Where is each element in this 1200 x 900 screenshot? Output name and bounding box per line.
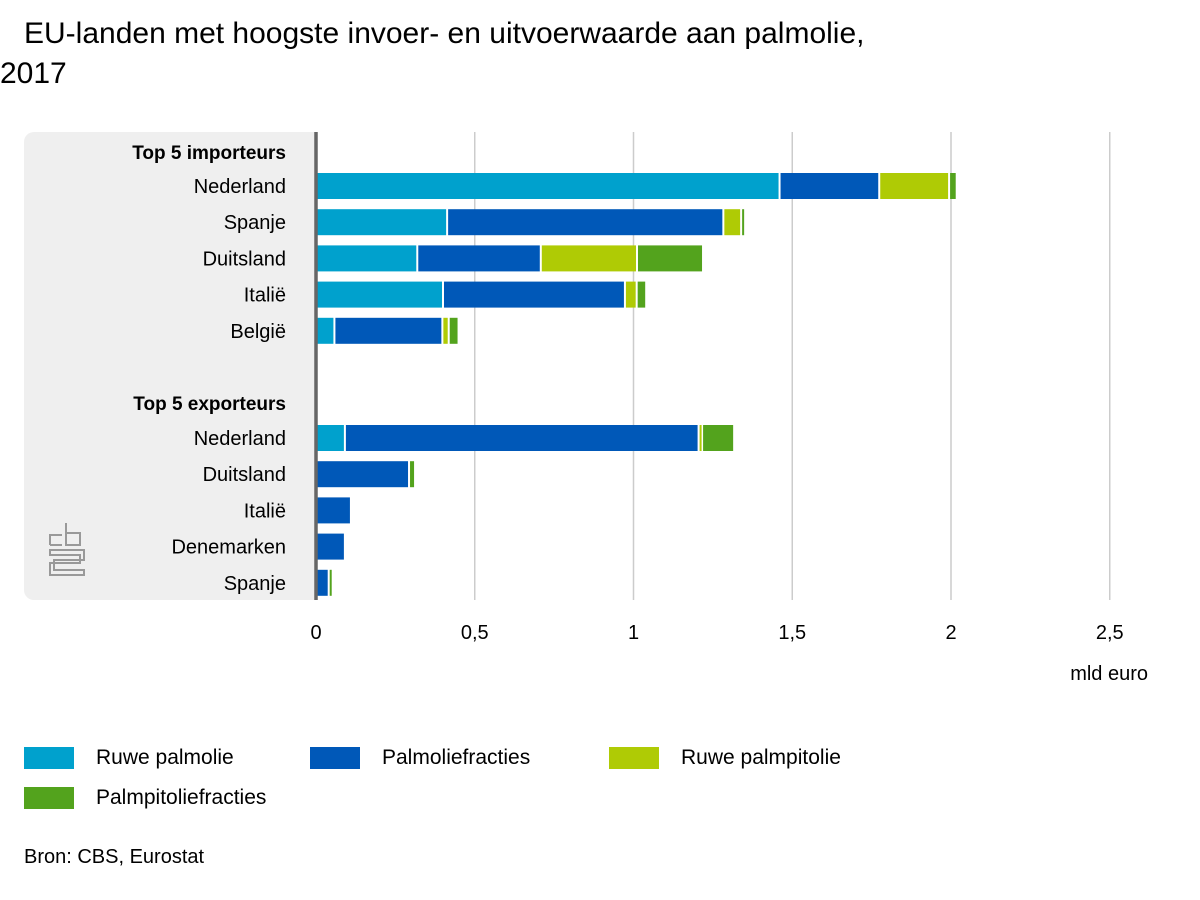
- x-tick-label: 1: [628, 622, 639, 644]
- legend-label: Palmoliefracties: [382, 746, 531, 769]
- bar-segment-palmoliefracties: [335, 317, 442, 344]
- legend-item: Ruwe palmpitolie: [609, 746, 841, 770]
- bar-segment-palmpitoliefracties: [449, 317, 458, 344]
- x-tick-label: 0: [310, 622, 321, 644]
- bar-segment-ruwe-palmolie: [317, 281, 442, 308]
- x-tick-label: 2,5: [1096, 622, 1124, 644]
- legend-swatch: [609, 747, 659, 769]
- legend-label: Ruwe palmolie: [96, 746, 234, 769]
- bar-segment-palmoliefracties: [780, 173, 879, 199]
- label-panel: [24, 132, 324, 600]
- category-label: Denemarken: [171, 537, 286, 559]
- bar-segment-ruwe-palmolie: [317, 317, 334, 344]
- bar-segment-ruwe-palmolie: [317, 173, 779, 199]
- bar-segment-palmoliefracties: [444, 281, 624, 308]
- legend-swatch: [310, 747, 360, 769]
- bar-segment-ruwe-palmpitolie: [541, 245, 636, 272]
- category-label: Italië: [244, 285, 286, 307]
- legend-label: Palmpitoliefracties: [96, 786, 267, 809]
- x-axis-label: mld euro: [1070, 663, 1148, 685]
- bar-segment-palmpitoliefracties: [637, 245, 703, 272]
- chart-title: EU-landen met hoogste invoer- en uitvoer…: [0, 17, 865, 90]
- bar-segment-palmoliefracties: [317, 497, 350, 524]
- cbs-logo-icon: [49, 523, 85, 576]
- bar-segment-ruwe-palmpitolie: [880, 173, 949, 199]
- bar-segment-ruwe-palmpitolie: [625, 281, 636, 308]
- legend-item: Palmoliefracties: [310, 746, 530, 770]
- bar-segment-ruwe-palmpitolie: [724, 209, 741, 236]
- bar-segment-palmpitoliefracties: [637, 281, 646, 308]
- category-label: Spanje: [224, 212, 286, 234]
- bar-segment-palmpitoliefracties: [703, 425, 734, 451]
- bar-segment-palmoliefracties: [345, 425, 698, 451]
- bar-segment-palmpitoliefracties: [410, 461, 415, 488]
- category-label: België: [230, 321, 286, 343]
- bar-segment-ruwe-palmolie: [317, 245, 417, 272]
- legend-swatch: [24, 747, 74, 769]
- plot-area: [316, 132, 1200, 600]
- category-label: Italië: [244, 500, 286, 522]
- bar-segment-palmoliefracties: [317, 569, 328, 596]
- bar-segment-palmpitoliefracties: [742, 209, 745, 236]
- source-note: Bron: CBS, Eurostat: [24, 846, 205, 868]
- bar-segment-palmoliefracties: [317, 533, 344, 560]
- category-label: Spanje: [224, 573, 286, 595]
- group-header: Top 5 importeurs: [132, 143, 286, 164]
- bar-segment-palmoliefracties: [317, 461, 409, 488]
- x-tick-label: 2: [945, 622, 956, 644]
- bar-segment-ruwe-palmolie: [317, 209, 447, 236]
- category-label: Duitsland: [203, 248, 286, 270]
- bar-segment-palmpitoliefracties: [950, 173, 956, 199]
- bar-segment-palmoliefracties: [448, 209, 723, 236]
- legend-swatch: [24, 787, 74, 809]
- x-tick-label: 1,5: [778, 622, 806, 644]
- legend-item: Ruwe palmolie: [24, 746, 234, 770]
- category-label: Nederland: [194, 428, 286, 450]
- bar-segment-ruwe-palmpitolie: [443, 317, 448, 344]
- bar-segment-ruwe-palmpitolie: [699, 425, 702, 451]
- x-tick-label: 0,5: [461, 622, 489, 644]
- bar-segment-palmpitoliefracties: [329, 569, 332, 596]
- category-label: Duitsland: [203, 464, 286, 486]
- group-header: Top 5 exporteurs: [133, 394, 286, 415]
- bar-segment-ruwe-palmolie: [317, 425, 344, 451]
- bar-segment-palmoliefracties: [418, 245, 540, 272]
- legend-item: Palmpitoliefracties: [24, 786, 266, 810]
- category-label: Nederland: [194, 176, 286, 198]
- legend-label: Ruwe palmpitolie: [681, 746, 841, 769]
